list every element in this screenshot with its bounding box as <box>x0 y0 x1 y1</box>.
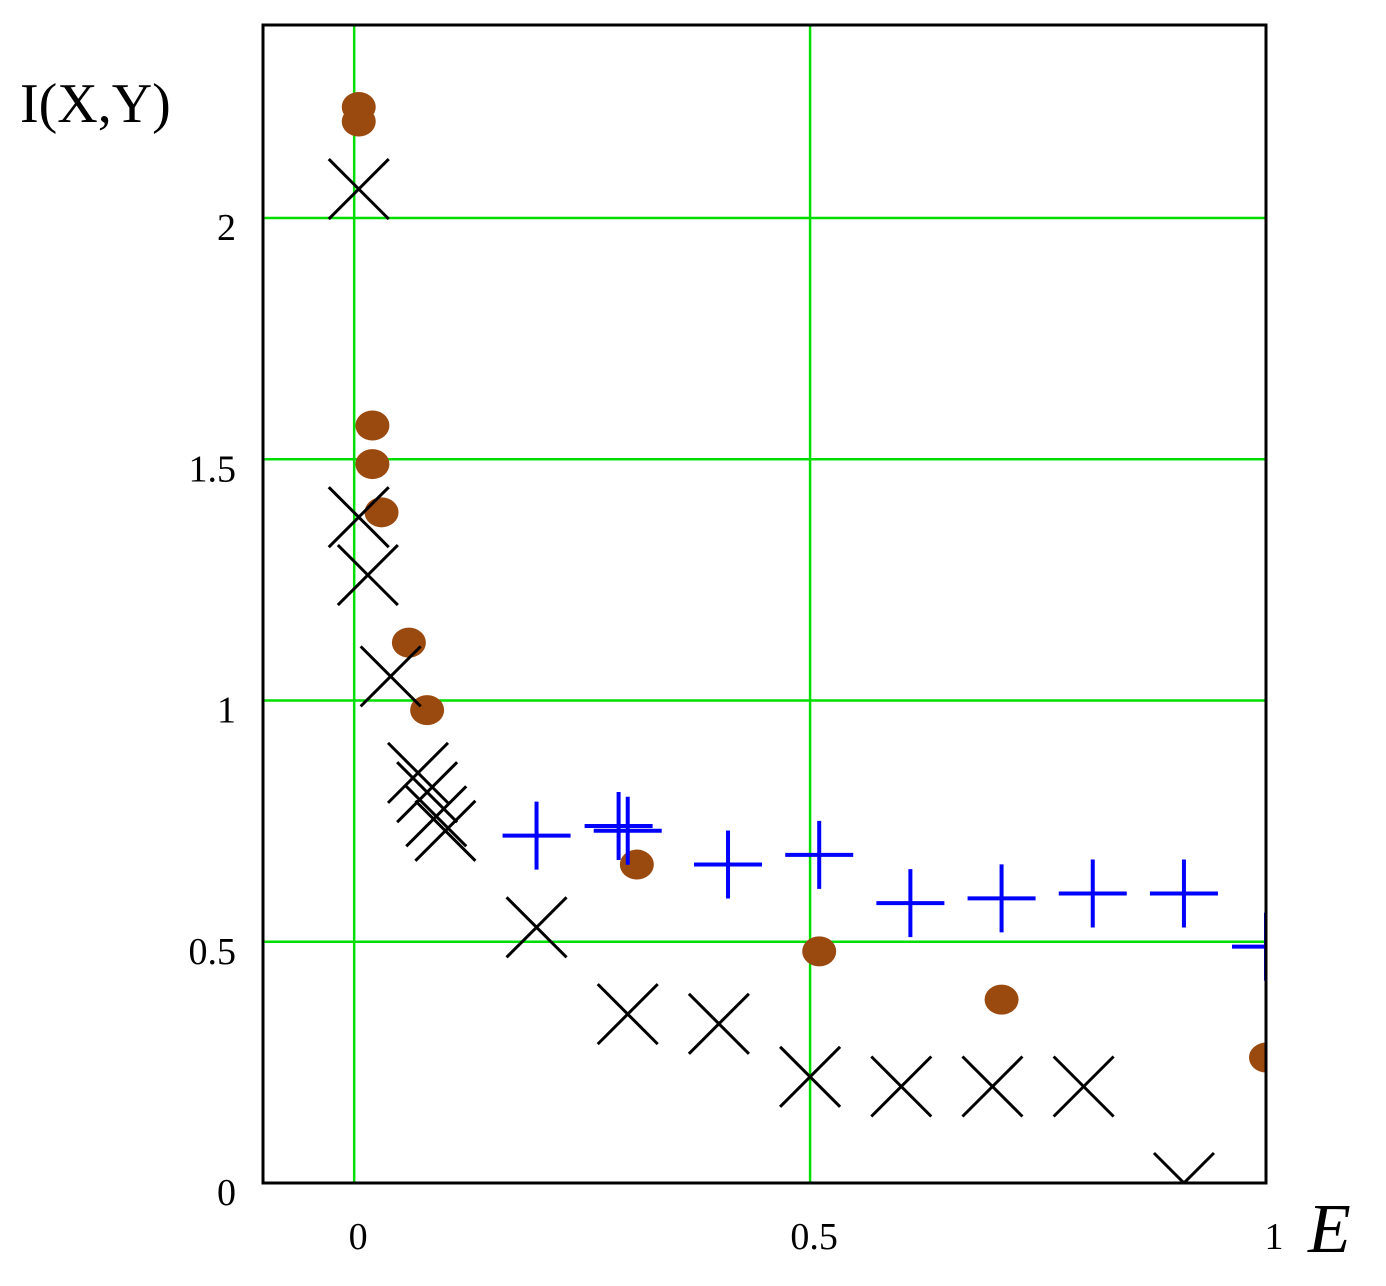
y-tick-label: 0.5 <box>189 931 237 973</box>
plot-frame <box>261 23 1268 1185</box>
data-point-plus <box>785 820 854 889</box>
data-point-x-stroke <box>405 785 468 848</box>
data-point-x-stroke <box>359 645 422 708</box>
data-point-x <box>414 799 477 862</box>
y-tick-label: 0 <box>217 1172 236 1214</box>
data-point-x-stroke <box>596 983 659 1046</box>
data-point-circle <box>1249 1042 1266 1073</box>
y-axis-label: I(X,Y) <box>20 73 171 135</box>
data-point-x <box>359 645 422 708</box>
data-point-x <box>386 741 450 804</box>
data-point-x <box>327 157 390 221</box>
data-point-plus <box>876 869 945 938</box>
data-point-x <box>961 1055 1024 1118</box>
data-point-x-stroke <box>327 157 390 221</box>
data-point-x <box>396 761 459 824</box>
data-point-x <box>596 983 659 1046</box>
data-point-plus <box>584 791 653 860</box>
data-point-plus <box>593 796 662 865</box>
tick-labels: 0 0.5 1 0 0.5 1 1.5 2 <box>189 207 1284 1258</box>
data-point-x-stroke <box>779 1045 842 1108</box>
data-point-x <box>405 785 468 848</box>
data-point-x <box>336 543 399 607</box>
data-point-x-stroke <box>1181 1151 1215 1183</box>
data-point-x <box>870 1055 933 1118</box>
grid <box>263 25 1266 1183</box>
data-point-x-stroke <box>336 543 399 607</box>
x-tick-label: 0.5 <box>790 1216 838 1258</box>
data-point-x <box>687 992 750 1055</box>
data-point-x-stroke <box>1052 1055 1115 1118</box>
x-tick-label: 0 <box>349 1216 368 1258</box>
data-point-circle <box>391 627 426 658</box>
y-tick-label: 2 <box>217 207 236 249</box>
data-point-circle <box>984 984 1019 1015</box>
data-point-x-stroke <box>396 761 459 824</box>
data-point-plus <box>694 830 763 899</box>
data-point-circle <box>355 410 390 441</box>
data-point-circle <box>802 936 837 967</box>
data-point-plus <box>1149 859 1218 928</box>
data-point-plus <box>1058 859 1127 928</box>
data-point-circle <box>619 849 654 880</box>
x-axis-label: E <box>1307 1191 1351 1268</box>
data-point-x-stroke <box>1152 1151 1187 1183</box>
data-point-circle <box>355 449 390 480</box>
y-tick-label: 1.5 <box>189 448 237 490</box>
data-point-plus <box>1232 912 1266 981</box>
data-point-x <box>1052 1055 1115 1118</box>
data-point-x <box>1152 1151 1215 1183</box>
data-point-circle <box>341 106 376 137</box>
data-point-circle <box>364 497 399 528</box>
data-point-x-stroke <box>327 486 390 549</box>
data-point-x-stroke <box>687 992 750 1055</box>
x-tick-label: 1 <box>1265 1216 1284 1258</box>
data-points <box>327 92 1266 1183</box>
data-point-x-stroke <box>414 799 477 862</box>
data-point-plus <box>502 801 571 870</box>
data-point-x-stroke <box>386 741 450 804</box>
data-point-x <box>779 1045 842 1108</box>
data-point-x <box>327 486 390 549</box>
data-point-x-stroke <box>961 1055 1024 1118</box>
data-point-plus <box>967 864 1036 933</box>
data-point-x-stroke <box>870 1055 933 1118</box>
y-tick-label: 1 <box>217 690 236 732</box>
data-point-x <box>505 896 568 959</box>
data-point-x-stroke <box>505 896 568 959</box>
